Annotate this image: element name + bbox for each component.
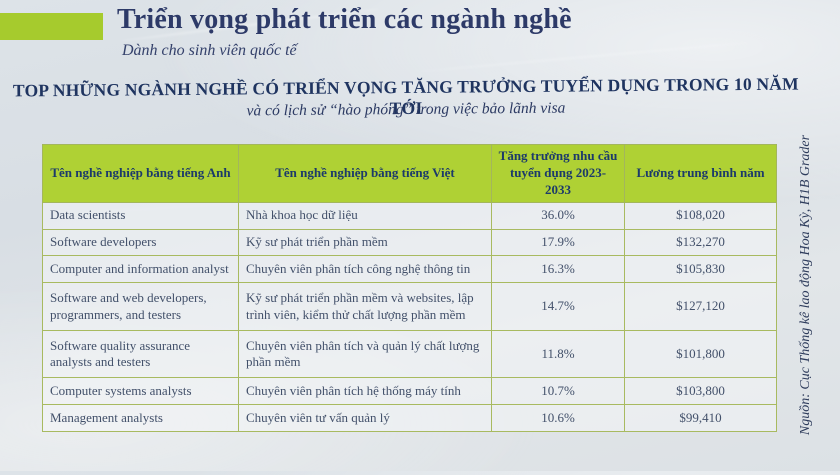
jobs-table: Tên nghề nghiệp bằng tiếng Anh Tên nghề … — [42, 144, 777, 432]
cell-english-name: Computer systems analysts — [42, 377, 239, 406]
cell-english-name: Data scientists — [42, 201, 239, 230]
cell-salary: $99,410 — [624, 404, 777, 432]
cell-vietnamese-name: Chuyên viên phân tích hệ thống máy tính — [238, 377, 492, 406]
table-row: Software developers Kỹ sư phát triển phầ… — [42, 228, 777, 257]
cell-english-name: Software developers — [42, 228, 239, 257]
cell-salary: $132,270 — [624, 228, 777, 257]
column-header-salary: Lương trung bình năm — [624, 144, 777, 203]
slide-subtitle: Dành cho sinh viên quốc tế — [122, 42, 297, 59]
cell-vietnamese-name: Chuyên viên phân tích và quản lý chất lư… — [238, 329, 492, 379]
cell-english-name: Software quality assurance analysts and … — [42, 329, 239, 379]
table-row: Management analysts Chuyên viên tư vấn q… — [42, 404, 777, 432]
cell-english-name: Computer and information analyst — [42, 255, 239, 284]
cell-growth: 10.7% — [491, 377, 625, 406]
cell-vietnamese-name: Chuyên viên phân tích công nghệ thông ti… — [238, 255, 492, 284]
table-row: Software and web developers, programmers… — [42, 282, 777, 331]
cell-growth: 14.7% — [491, 282, 625, 331]
table-row: Software quality assurance analysts and … — [42, 329, 777, 379]
table-row: Data scientists Nhà khoa học dữ liệu 36.… — [42, 201, 777, 230]
cell-english-name: Software and web developers, programmers… — [42, 282, 239, 331]
photo-glare-streak — [420, 41, 750, 73]
column-header-english-name: Tên nghề nghiệp bằng tiếng Anh — [42, 144, 239, 203]
cell-vietnamese-name: Nhà khoa học dữ liệu — [238, 201, 492, 230]
cell-salary: $108,020 — [624, 201, 777, 230]
table-row: Computer and information analyst Chuyên … — [42, 255, 777, 284]
slide-title: Triển vọng phát triển các ngành nghề — [117, 4, 572, 35]
cell-growth: 11.8% — [491, 329, 625, 379]
source-citation: Nguồn: Cục Thống kê lao động Hoa Kỳ, H1B… — [798, 134, 813, 436]
cell-growth: 17.9% — [491, 228, 625, 257]
cell-growth: 36.0% — [491, 201, 625, 230]
title-accent-bar — [0, 13, 103, 40]
cell-salary: $127,120 — [624, 282, 777, 331]
cell-english-name: Management analysts — [42, 404, 239, 432]
cell-growth: 10.6% — [491, 404, 625, 432]
cell-vietnamese-name: Chuyên viên tư vấn quản lý — [238, 404, 492, 432]
table-header-row: Tên nghề nghiệp bằng tiếng Anh Tên nghề … — [42, 144, 777, 203]
table-row: Computer systems analysts Chuyên viên ph… — [42, 377, 777, 406]
cell-growth: 16.3% — [491, 255, 625, 284]
cell-vietnamese-name: Kỹ sư phát triển phần mềm — [238, 228, 492, 257]
column-header-growth: Tăng trưởng nhu cầu tuyển dụng 2023-2033 — [491, 144, 625, 203]
cell-salary: $101,800 — [624, 329, 777, 379]
column-header-vietnamese-name: Tên nghề nghiệp bằng tiếng Việt — [238, 144, 492, 203]
cell-vietnamese-name: Kỹ sư phát triển phần mềm và websites, l… — [238, 282, 492, 331]
cell-salary: $103,800 — [624, 377, 777, 406]
cell-salary: $105,830 — [624, 255, 777, 284]
